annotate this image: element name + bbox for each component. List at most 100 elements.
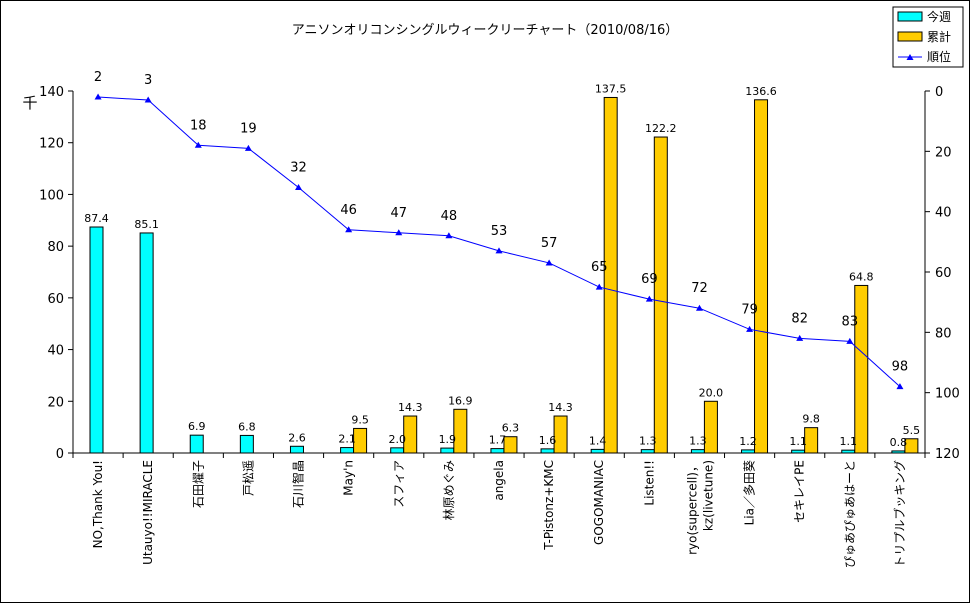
bar-weekly-label: 1.1 [789,435,807,448]
y-tick-label: 140 [39,85,64,100]
bar-weekly-label: 1.6 [539,434,557,447]
bar-total-label: 16.9 [448,394,473,407]
category-label: T-Pistonz+KMC [542,460,556,551]
rank-label: 98 [892,360,909,375]
bar-total-label: 20.0 [699,386,724,399]
bar-weekly [841,449,856,454]
bar-weekly [540,448,555,454]
y2-tick-label: 0 [935,85,943,100]
legend-label-weekly: 今週 [927,9,951,24]
rank-line-layer [94,93,904,390]
bar-weekly-label: 87.4 [84,212,109,225]
rank-point [345,226,353,233]
rank-label: 18 [190,118,207,133]
rank-point [295,184,303,191]
category-label: ぴゅあぴゅあはーと [843,460,857,568]
bar-weekly-label: 2.6 [288,431,306,444]
bar-total [503,436,518,454]
y-tick-label: 120 [39,137,64,152]
bar-total-label: 122.2 [645,122,677,135]
bar-weekly [139,232,154,454]
bar-weekly [690,449,705,454]
bar-layer [89,96,919,454]
rank-label: 46 [340,203,357,218]
rank-label: 69 [641,272,658,287]
bar-weekly-label: 2.0 [388,433,406,446]
legend: 今週 累計 順位 [892,6,964,68]
rank-label: 53 [491,224,508,239]
y-tick-label: 100 [39,188,64,203]
category-label: ryo(supercell)， kz(livetune) [685,460,715,555]
bar-total [653,136,668,454]
rank-label: 19 [240,121,257,136]
category-label: 石川智晶 [291,460,306,508]
bar-total [603,96,618,454]
y-tick-label: 80 [47,240,64,255]
rank-label: 72 [691,281,708,296]
y-tick-label: 40 [47,344,64,359]
bar-total-label: 9.8 [802,413,820,426]
bar-weekly [289,445,304,454]
bar-weekly [89,226,104,454]
bar-total [754,99,769,454]
rank-point [144,96,152,103]
rank-label: 32 [290,161,307,176]
rank-point [896,383,904,390]
rank-label: 83 [842,314,859,329]
grid-layer [73,91,925,453]
y-tick-label: 0 [56,447,64,462]
bar-total-label: 137.5 [595,82,627,95]
rank-label: 79 [741,302,758,317]
y2-tick-label: 120 [935,447,960,462]
bar-weekly-label: 0.8 [890,436,908,449]
rank-label: 82 [791,311,808,326]
rank-label: 47 [390,206,407,221]
bar-weekly [791,449,806,454]
rank-point [244,144,252,151]
rank-point [645,295,653,302]
category-label: 林原めぐみ [442,460,456,520]
rank-point [595,283,603,290]
bar-weekly-label: 6.9 [188,420,206,433]
category-label: Lia／多田葵 [743,460,757,525]
rank-point [194,141,202,148]
legend-swatch-weekly [897,11,923,22]
bar-total-label: 5.5 [903,424,921,437]
bar-total [854,284,869,454]
bar-total-label: 64.8 [849,270,874,283]
bar-total [904,438,919,454]
bar-total [353,427,368,454]
y-tick-label: 20 [47,395,64,410]
category-label: May'n [342,460,356,496]
y2-tick-label: 20 [935,145,952,160]
rank-point [395,229,403,236]
rank-point [846,337,854,344]
category-label: NO,Thank You! [91,460,105,548]
bar-weekly [891,450,906,454]
rank-point [746,325,754,332]
rank-label: 3 [144,73,152,88]
bar-weekly-label: 1.3 [639,435,657,448]
bar-total-label: 6.3 [502,422,520,435]
y2-tick-label: 100 [935,387,960,402]
bar-weekly-label: 1.9 [439,433,457,446]
bar-total-label: 14.3 [548,401,573,414]
category-label: Listen!! [642,460,656,506]
bar-weekly [340,447,355,454]
bar-weekly [741,449,756,454]
rank-label: 65 [591,260,608,275]
bar-weekly [440,447,455,454]
category-label: 戸松遥 [241,460,255,496]
bar-weekly [239,434,254,454]
bar-total [403,415,418,454]
y-axis-label: 千 [22,94,37,112]
rank-point [94,93,102,100]
bar-weekly-label: 2.1 [338,433,356,446]
bar-total [703,400,718,454]
category-label: 石田燿子 [191,460,205,508]
chart-title: アニソンオリコンシングルウィークリーチャート（2010/08/16） [292,23,679,38]
rank-point [695,304,703,311]
bar-weekly-label: 1.7 [489,434,507,447]
category-label: angela [492,460,506,501]
